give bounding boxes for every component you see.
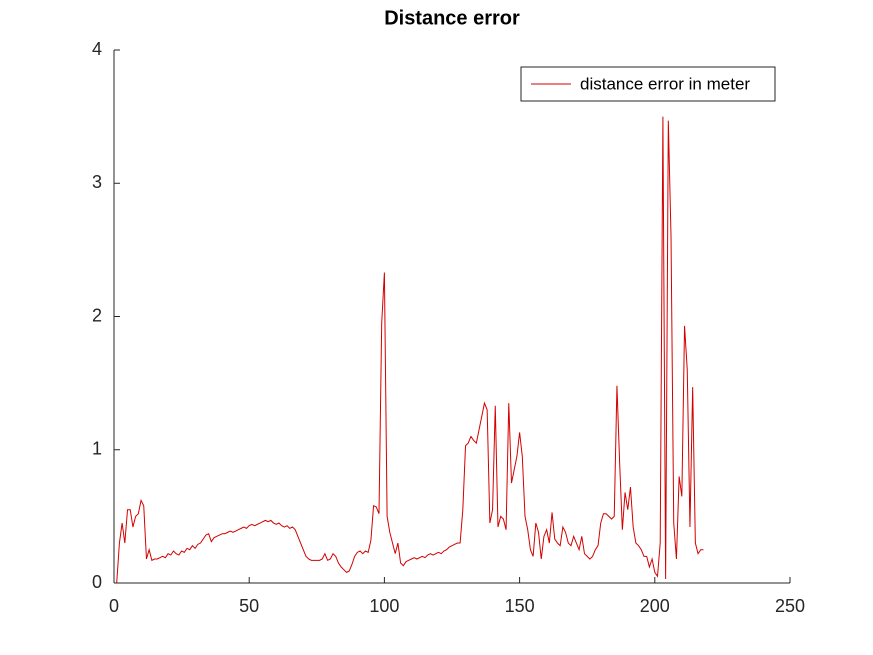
x-tick-label: 50 [239,596,259,616]
x-tick-label: 250 [775,596,805,616]
y-tick-label: 4 [92,39,102,59]
x-tick-label: 0 [109,596,119,616]
x-tick-label: 150 [505,596,535,616]
x-tick-label: 100 [369,596,399,616]
chart-title: Distance error [384,7,520,29]
y-tick-label: 3 [92,172,102,192]
y-tick-label: 2 [92,305,102,325]
x-tick-label: 200 [640,596,670,616]
legend-label: distance error in meter [580,74,750,93]
y-tick-label: 1 [92,439,102,459]
data-line [116,116,704,584]
y-tick-label: 0 [92,572,102,592]
